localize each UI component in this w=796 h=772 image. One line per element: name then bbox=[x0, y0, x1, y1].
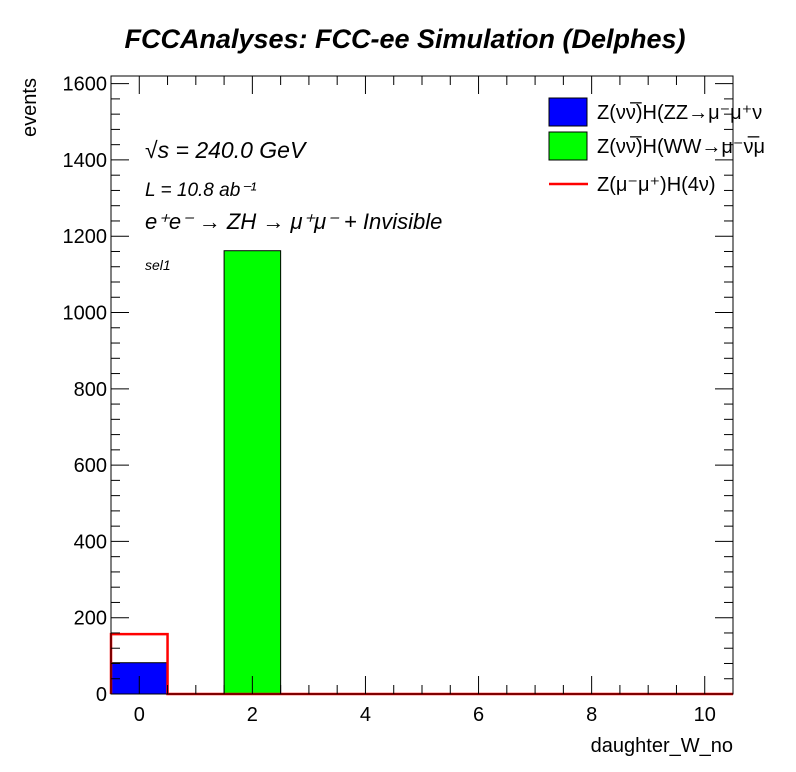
legend-swatch bbox=[548, 131, 588, 161]
x-tick-label: 10 bbox=[694, 704, 716, 726]
annotation-sqrt-s: √s = 240.0 GeV bbox=[145, 137, 308, 163]
axes: 0 200 400 600 800 1000 1200 1400 1600 0 2 4 6 8 10 bbox=[63, 74, 734, 726]
x-tick-label: 0 bbox=[134, 704, 145, 726]
annotation-process: e⁺e⁻ → ZH → μ⁺μ⁻ + Invisible bbox=[145, 209, 442, 234]
x-tick-label: 8 bbox=[586, 704, 597, 726]
plot-area bbox=[111, 76, 733, 694]
x-tick-label: 6 bbox=[473, 704, 484, 726]
legend-swatch bbox=[548, 97, 588, 127]
x-axis-title: daughter_W_no bbox=[591, 735, 733, 757]
plot-background bbox=[111, 76, 733, 694]
legend-entry-label: Z(νν̅)H(ZZ→μ⁻μ⁺ν bbox=[597, 101, 762, 124]
y-axis-title: events bbox=[19, 78, 41, 137]
annotations: √s = 240.0 GeV L = 10.8 ab⁻¹ e⁺e⁻ → ZH →… bbox=[145, 137, 442, 273]
histogram-bars bbox=[109, 250, 733, 696]
legend-entry-label: Z(νν̅)H(WW→μ⁻ν̅μ bbox=[597, 135, 765, 158]
y-tick-label: 800 bbox=[74, 379, 107, 401]
y-tick-label: 1600 bbox=[63, 74, 108, 96]
legend: Z(νν̅)H(ZZ→μ⁻μ⁺ν Z(νν̅)H(WW→μ⁻ν̅μ Z(μ⁻μ⁺)H… bbox=[548, 97, 765, 196]
annotation-luminosity: L = 10.8 ab⁻¹ bbox=[145, 180, 257, 201]
y-tick-label: 600 bbox=[74, 455, 107, 477]
legend-entry-label: Z(μ⁻μ⁺)H(4ν) bbox=[597, 174, 716, 196]
y-tick-label: 200 bbox=[74, 608, 107, 630]
y-tick-label: 1400 bbox=[63, 150, 108, 172]
histogram-bar bbox=[223, 250, 282, 695]
chart-title: FCCAnalyses: FCC-ee Simulation (Delphes) bbox=[124, 24, 685, 54]
x-tick-label: 2 bbox=[247, 704, 258, 726]
x-tick-label: 4 bbox=[360, 704, 371, 726]
y-tick-label: 400 bbox=[74, 531, 107, 553]
annotation-selection: sel1 bbox=[145, 257, 171, 273]
y-tick-label: 1200 bbox=[63, 226, 108, 248]
y-tick-label: 1000 bbox=[63, 303, 108, 325]
y-tick-label: 0 bbox=[96, 684, 107, 706]
